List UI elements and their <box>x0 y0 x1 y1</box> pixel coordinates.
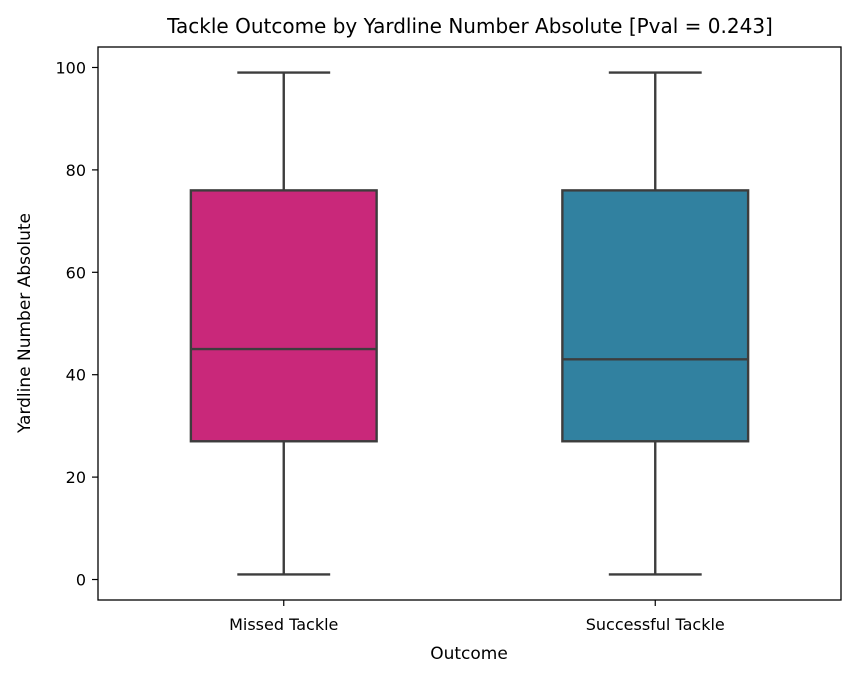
x-axis: Missed Tackle Successful Tackle <box>229 600 725 634</box>
plot-frame <box>97 46 842 601</box>
x-tick-label: Successful Tackle <box>586 615 725 634</box>
y-axis-label: Yardline Number Absolute <box>15 213 35 434</box>
box-group <box>189 71 378 576</box>
iqr-box <box>561 189 750 443</box>
box-group <box>561 71 750 576</box>
y-tick-label: 100 <box>55 58 86 77</box>
y-axis: 0 20 40 60 80 100 <box>55 58 98 590</box>
y-tick-label: 80 <box>66 161 86 180</box>
x-axis-label: Outcome <box>430 644 508 664</box>
plot-area <box>189 71 750 576</box>
y-tick-label: 0 <box>76 571 86 590</box>
y-tick-label: 60 <box>66 263 86 282</box>
iqr-box <box>189 189 378 443</box>
y-tick-label: 40 <box>66 366 86 385</box>
chart-title: Tackle Outcome by Yardline Number Absolu… <box>166 14 773 38</box>
y-tick-label: 20 <box>66 468 86 487</box>
x-tick-label: Missed Tackle <box>229 615 338 634</box>
